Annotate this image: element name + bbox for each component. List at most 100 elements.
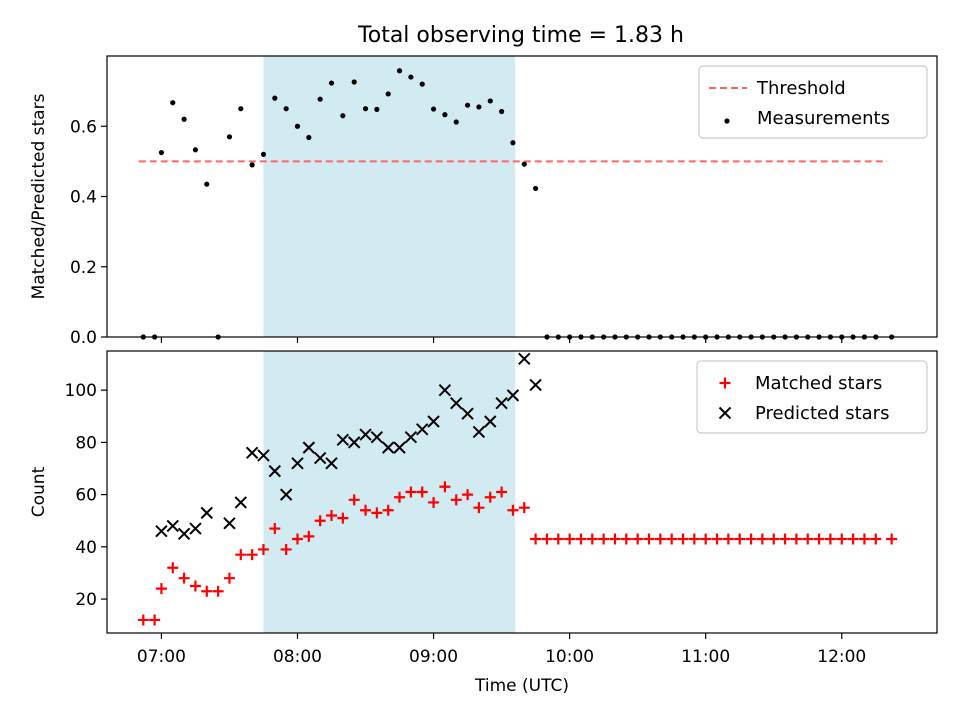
measurement-point xyxy=(294,123,301,129)
matched-star-point xyxy=(314,515,326,527)
matched-star-point xyxy=(564,533,576,545)
measurement-point xyxy=(340,113,346,119)
matched-star-point xyxy=(280,543,292,555)
matched-star-point xyxy=(428,496,440,508)
measurement-point xyxy=(442,112,448,118)
matched-star-point xyxy=(450,494,462,506)
matched-star-point xyxy=(394,491,406,503)
matched-star-point xyxy=(518,502,530,514)
matched-star-point xyxy=(405,486,417,498)
predicted-star-point xyxy=(427,415,440,428)
measurement-point xyxy=(226,134,233,140)
matched-star-point xyxy=(371,507,383,519)
predicted-star-point xyxy=(450,397,463,410)
measurement-point xyxy=(181,116,187,122)
x-tick-label: 08:00 xyxy=(273,647,322,667)
predicted-star-point xyxy=(302,441,316,454)
predicted-star-point xyxy=(336,433,350,446)
measurement-point xyxy=(170,100,176,106)
matched-star-point xyxy=(858,533,870,545)
matched-star-point xyxy=(530,533,542,545)
legend-label: Predicted stars xyxy=(755,403,889,424)
legend-matched-swatch xyxy=(719,377,731,389)
measurement-point xyxy=(476,104,482,110)
matched-star-point xyxy=(462,489,474,501)
axes-frame xyxy=(106,350,938,634)
predicted-star-point xyxy=(313,451,327,465)
measurement-point xyxy=(317,96,323,102)
y-tick-label: 0.6 xyxy=(70,117,97,137)
predicted-star-point xyxy=(529,378,542,392)
observing-interval-shade xyxy=(263,56,516,337)
predicted-star-point xyxy=(438,383,452,397)
predicted-star-point xyxy=(155,524,168,538)
matched-star-point xyxy=(654,533,666,545)
measurement-point xyxy=(283,106,289,112)
matched-star-point xyxy=(439,481,451,493)
matched-star-point xyxy=(756,533,768,545)
predicted-star-point xyxy=(200,506,213,520)
measurement-point xyxy=(306,134,312,141)
predicted-star-point xyxy=(518,352,531,366)
y-axis-label: Matched/Predicted stars xyxy=(29,93,49,299)
measurement-point xyxy=(351,79,357,85)
legend: Matched stars Predicted stars xyxy=(696,360,928,434)
predicted-star-point xyxy=(223,517,236,530)
matched-star-point xyxy=(484,491,496,503)
matched-star-point xyxy=(779,533,791,545)
matched-star-point xyxy=(688,533,700,545)
x-tick-label: 10:00 xyxy=(545,647,594,667)
matched-star-point xyxy=(745,533,757,545)
measurement-point xyxy=(204,181,210,187)
matched-star-point xyxy=(700,533,712,545)
y-tick-label: 100 xyxy=(65,381,97,401)
figure-title: Total observing time = 1.83 h xyxy=(357,23,684,48)
matched-star-point xyxy=(212,585,224,597)
predicted-star-point xyxy=(506,389,520,402)
matched-star-point xyxy=(632,533,644,545)
predicted-star-point xyxy=(245,446,259,460)
matched-star-point xyxy=(886,533,898,545)
matched-star-point xyxy=(178,572,190,584)
measurement-point xyxy=(158,149,165,156)
legend-box xyxy=(698,65,928,139)
legend-label: Threshold xyxy=(756,78,846,99)
matched-star-point xyxy=(722,533,734,545)
measurement-point xyxy=(385,91,391,97)
matched-star-point xyxy=(269,523,281,535)
measurement-point xyxy=(453,119,459,125)
legend-box xyxy=(696,360,928,434)
matched-star-point xyxy=(149,614,161,626)
y-tick-label: 0.4 xyxy=(70,188,97,208)
matched-star-point xyxy=(870,533,882,545)
predicted-star-point xyxy=(393,441,406,454)
measurement-point xyxy=(487,98,493,104)
matched-star-point xyxy=(802,533,814,545)
matched-star-point xyxy=(813,533,825,545)
measurement-point xyxy=(249,162,255,168)
measurement-point xyxy=(260,151,267,157)
measurement-point xyxy=(464,102,471,108)
matched-star-point xyxy=(586,533,598,545)
matched-star-point xyxy=(189,580,201,592)
matched-star-point xyxy=(235,549,247,561)
matched-star-point xyxy=(223,572,235,584)
bottom-panel: 20 40 60 80 100 07:00 08:00 09:00 10:00 11:00 12:0… xyxy=(29,350,938,696)
predicted-star-point xyxy=(166,519,179,533)
x-tick-label: 11:00 xyxy=(681,647,730,667)
measurement-point xyxy=(396,68,403,74)
matched-star-point xyxy=(847,533,859,545)
predicted-star-point xyxy=(189,522,202,535)
y-tick-label: 80 xyxy=(75,433,97,453)
series-predicted-stars xyxy=(155,352,542,540)
predicted-star-point xyxy=(279,488,293,501)
matched-star-point xyxy=(416,486,428,498)
predicted-star-point xyxy=(234,496,248,509)
matched-star-point xyxy=(167,562,179,574)
matched-star-point xyxy=(541,533,553,545)
matched-star-point xyxy=(575,533,587,545)
matched-star-point xyxy=(836,533,848,545)
matched-star-point xyxy=(507,504,519,516)
measurement-point xyxy=(374,106,380,112)
matched-star-point xyxy=(382,504,394,516)
